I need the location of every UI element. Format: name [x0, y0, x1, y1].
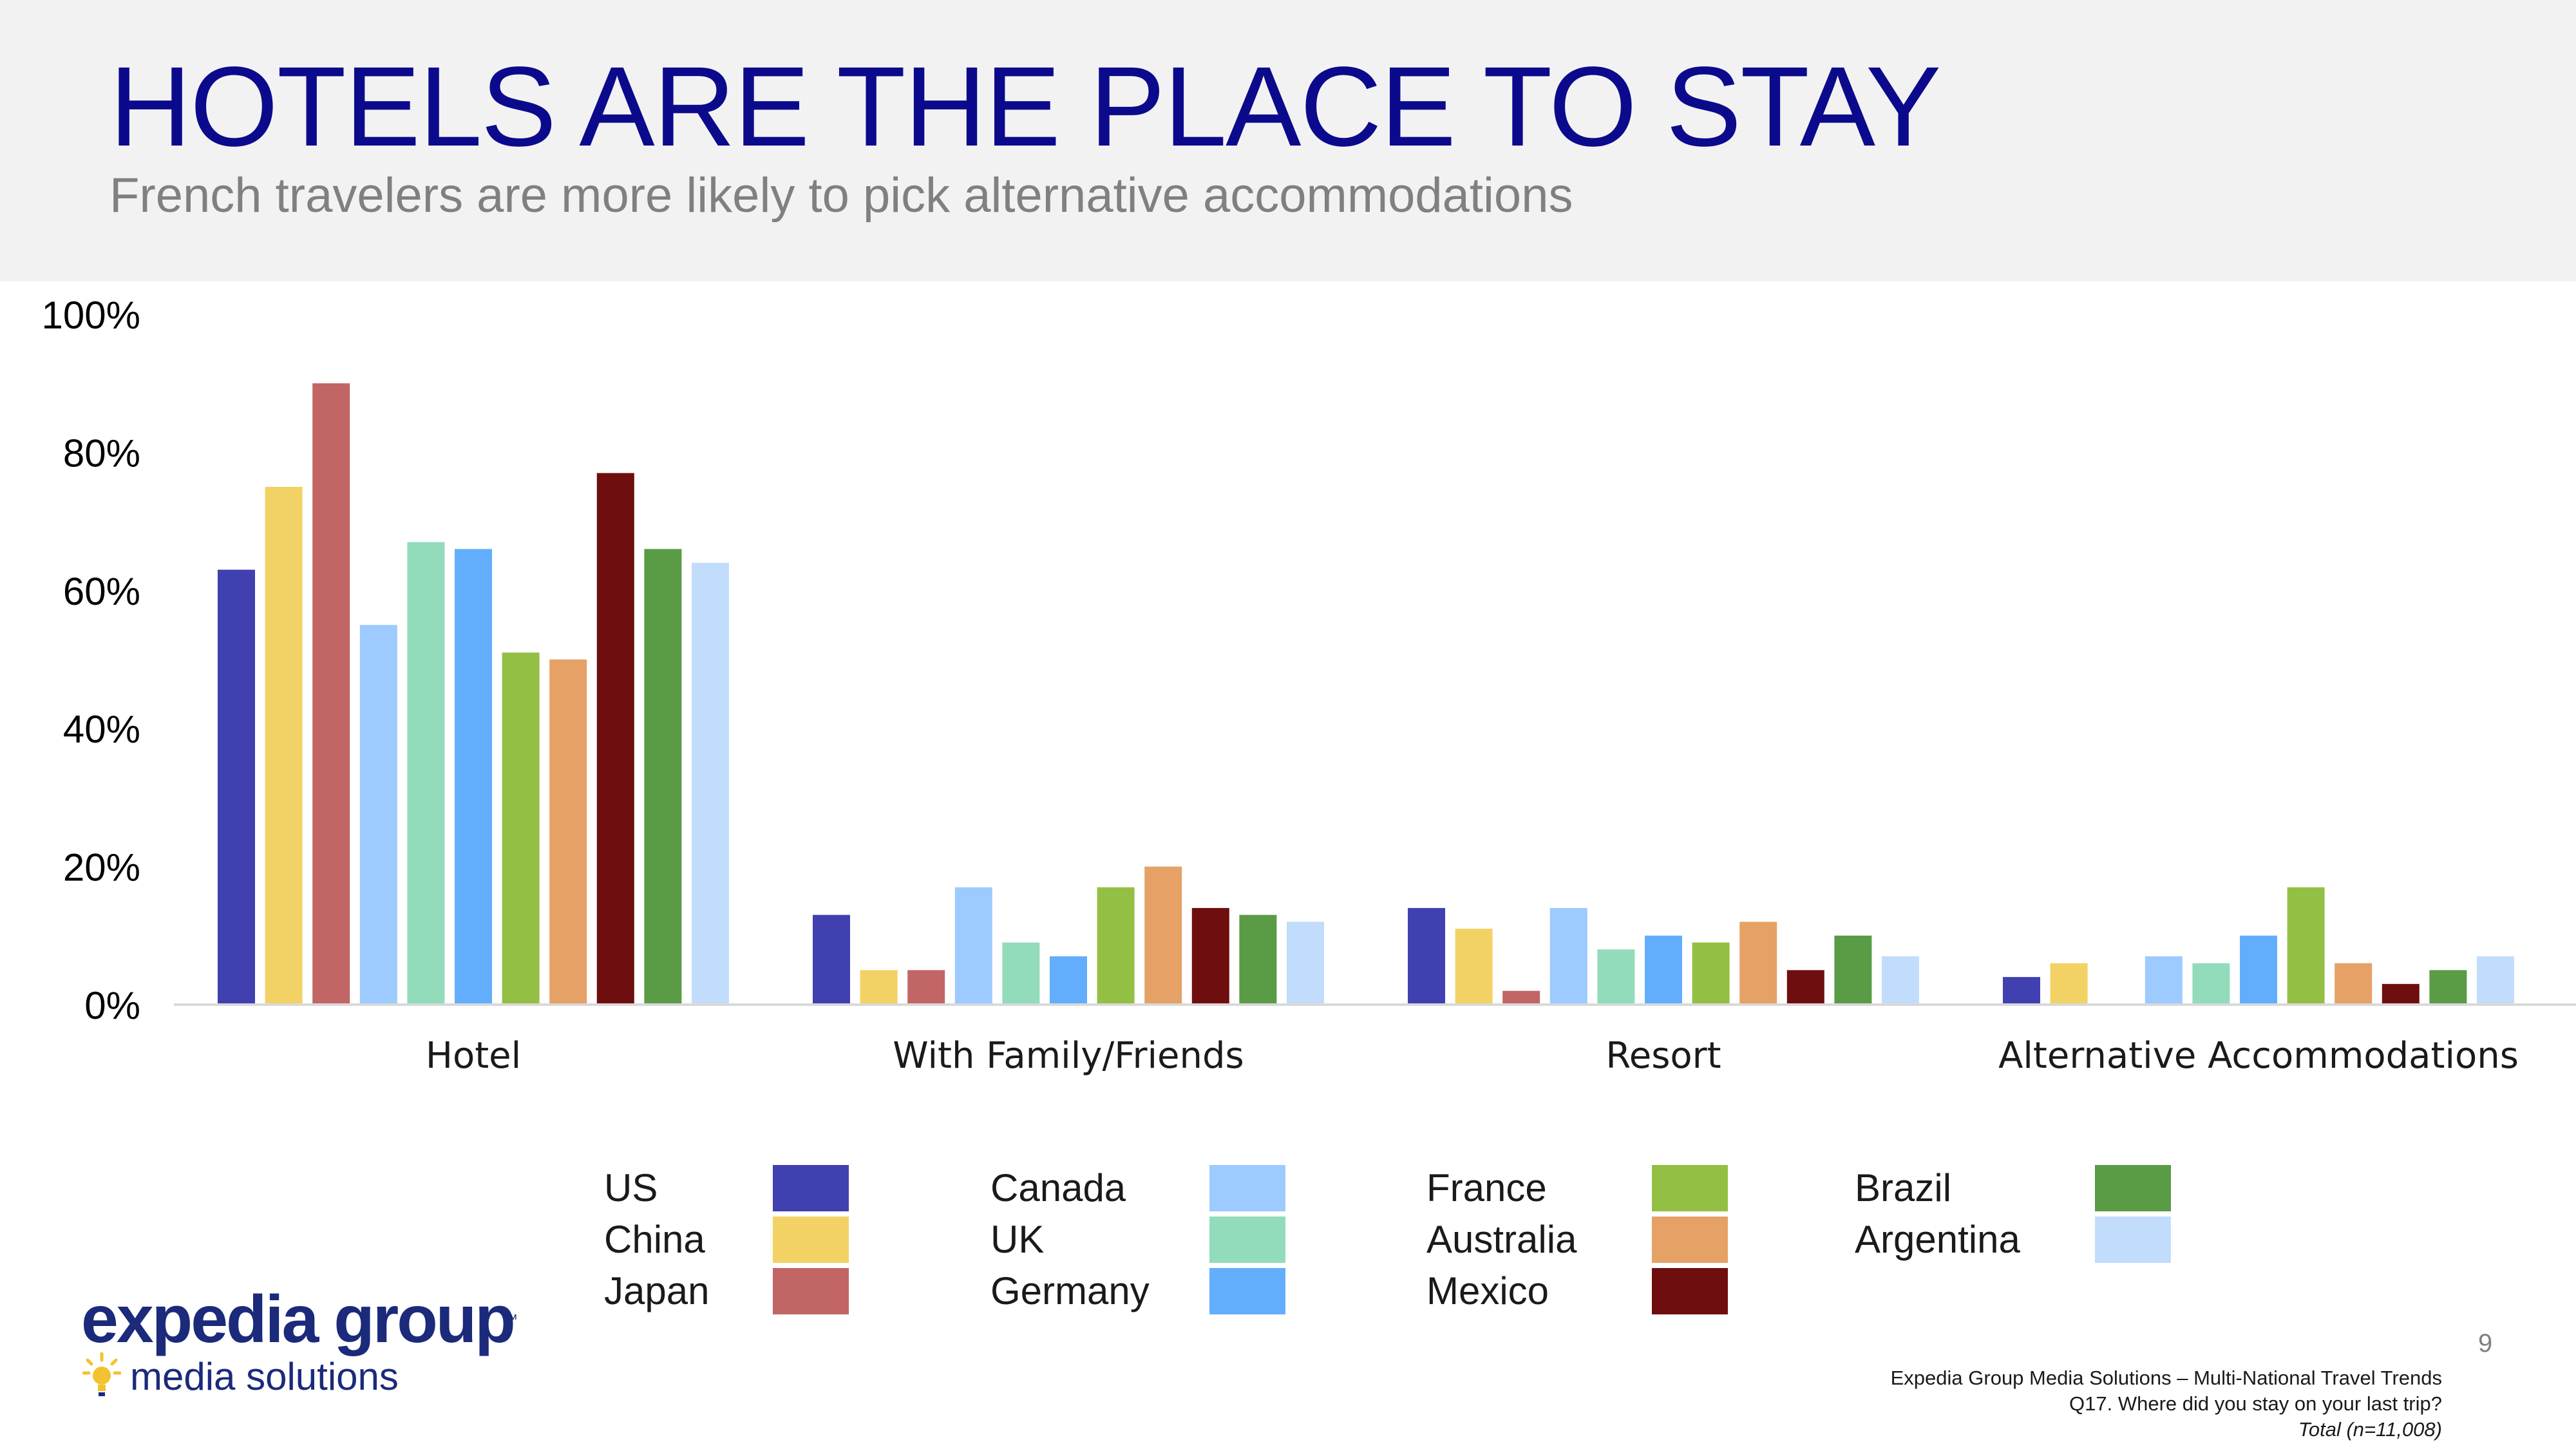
x-category-label-1: With Family/Friends — [893, 1035, 1244, 1077]
bar-argentina-3 — [2477, 956, 2514, 1005]
bar-canada-3 — [2145, 956, 2183, 1005]
bar-brazil-0 — [644, 549, 682, 1005]
page-number: 9 — [2478, 1329, 2493, 1358]
x-category-label-0: Hotel — [426, 1035, 521, 1077]
bar-mexico-3 — [2382, 983, 2420, 1005]
header-band — [0, 0, 2576, 281]
bar-germany-2 — [1645, 935, 1682, 1005]
bar-argentina-2 — [1882, 956, 1919, 1005]
y-tick-label-3: 60% — [63, 570, 140, 613]
bar-argentina-1 — [1287, 922, 1324, 1005]
bar-mexico-1 — [1191, 907, 1229, 1005]
bar-australia-3 — [2334, 963, 2372, 1005]
page-subtitle: French travelers are more likely to pick… — [109, 168, 1573, 223]
bar-germany-3 — [2240, 935, 2277, 1005]
bar-us-0 — [218, 569, 255, 1005]
bar-japan-1 — [907, 970, 945, 1005]
bar-mexico-0 — [596, 473, 634, 1005]
bar-canada-0 — [359, 625, 397, 1005]
bar-france-3 — [2287, 887, 2325, 1005]
bar-france-2 — [1692, 942, 1730, 1005]
bar-australia-2 — [1739, 922, 1777, 1005]
bar-brazil-3 — [2429, 970, 2467, 1005]
y-tick-label-5: 100% — [42, 294, 140, 337]
survey-question: Q17. Where did you stay on your last tri… — [2069, 1392, 2442, 1415]
x-category-label-3: Alternative Accommodations — [1998, 1035, 2519, 1077]
bar-us-3 — [2003, 977, 2040, 1005]
y-tick-label-0: 0% — [84, 984, 140, 1027]
bar-canada-2 — [1549, 907, 1587, 1005]
bar-brazil-1 — [1239, 914, 1277, 1005]
x-axis-labels: Hotel With Family/Friends Resort Alternativ… — [426, 1035, 2519, 1077]
y-tick-label-1: 20% — [63, 846, 140, 889]
bar-brazil-2 — [1834, 935, 1872, 1005]
lightbulb-icon — [82, 1352, 121, 1396]
bar-us-1 — [813, 914, 850, 1005]
expedia-group-logo: expedia group — [81, 1282, 516, 1357]
y-tick-label-2: 40% — [63, 708, 140, 751]
bar-argentina-0 — [692, 562, 729, 1005]
bar-uk-1 — [1002, 942, 1040, 1005]
bar-france-0 — [502, 652, 540, 1005]
bar-japan-0 — [312, 383, 350, 1005]
x-category-label-2: Resort — [1605, 1035, 1721, 1077]
bar-germany-0 — [455, 549, 492, 1005]
bar-china-1 — [860, 970, 898, 1005]
bar-japan-2 — [1502, 990, 1540, 1005]
y-tick-label-4: 80% — [63, 431, 140, 475]
bar-china-0 — [265, 487, 303, 1005]
bars — [218, 383, 2514, 1005]
trademark-mark: ™ — [504, 1311, 518, 1327]
y-axis-ticks: 0% 20% 40% 60% 80% 100% — [42, 294, 140, 1027]
page-title: HOTELS ARE THE PLACE TO STAY — [109, 44, 1941, 170]
source-citation: Expedia Group Media Solutions – Multi-Na… — [1890, 1367, 2442, 1389]
bar-france-1 — [1097, 887, 1135, 1005]
bar-china-2 — [1455, 929, 1493, 1005]
bar-uk-2 — [1597, 949, 1635, 1005]
bar-australia-0 — [549, 659, 587, 1005]
logo-tagline: media solutions — [130, 1355, 399, 1398]
bar-mexico-2 — [1786, 970, 1824, 1005]
sample-size-note: Total (n=11,008) — [2298, 1418, 2442, 1441]
bar-germany-1 — [1050, 956, 1087, 1005]
bar-uk-3 — [2192, 963, 2230, 1005]
bar-uk-0 — [407, 542, 445, 1005]
bar-canada-1 — [954, 887, 992, 1005]
bar-us-2 — [1408, 907, 1445, 1005]
bar-china-3 — [2050, 963, 2088, 1005]
bar-australia-1 — [1144, 866, 1182, 1005]
